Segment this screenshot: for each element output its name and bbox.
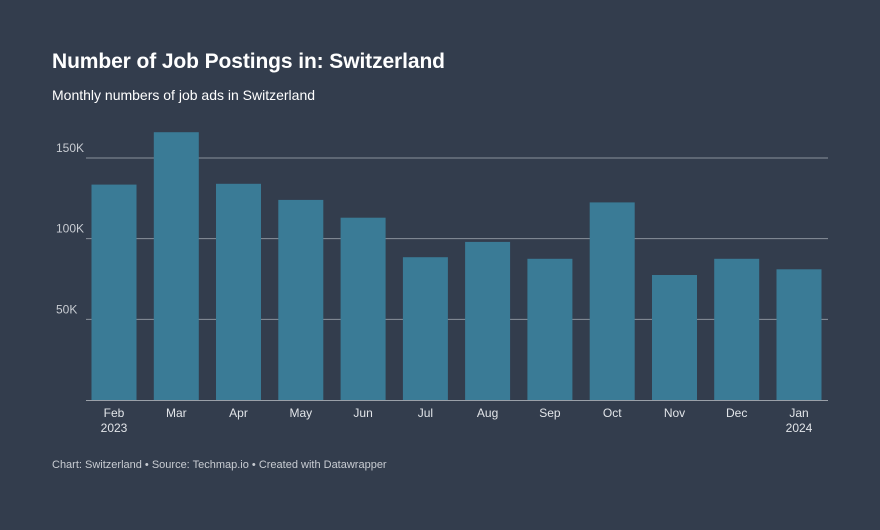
bar bbox=[340, 217, 386, 400]
x-tick-label: Jul bbox=[418, 406, 433, 420]
bars bbox=[91, 132, 822, 400]
y-tick-labels: 50K 100K 150K bbox=[56, 141, 84, 316]
y-tick-label: 50K bbox=[56, 302, 77, 316]
x-tick-label: Jan 2024 bbox=[786, 406, 813, 435]
x-tick-label: Feb 2023 bbox=[101, 406, 128, 435]
bar bbox=[278, 199, 324, 400]
x-tick-labels: Feb 2023 Mar Apr May Jun Jul Aug Sep Oct Nov Dec Jan… bbox=[101, 406, 813, 435]
x-tick-label: Dec bbox=[726, 406, 747, 420]
bar bbox=[776, 269, 822, 400]
bar bbox=[589, 202, 635, 400]
gridlines bbox=[86, 157, 828, 320]
chart-subtitle: Monthly numbers of job ads in Switzerlan… bbox=[52, 87, 316, 103]
bar bbox=[153, 132, 199, 400]
bar bbox=[402, 257, 448, 400]
x-tick-label: Aug bbox=[477, 406, 498, 420]
x-tick-label: Jun bbox=[353, 406, 372, 420]
x-tick-label: Nov bbox=[664, 406, 685, 420]
chart-footer: Chart: Switzerland • Source: Techmap.io … bbox=[52, 459, 387, 471]
bar bbox=[652, 275, 697, 400]
x-tick-label: Mar bbox=[166, 406, 187, 420]
x-tick-label: Oct bbox=[603, 406, 622, 420]
bar bbox=[91, 184, 137, 400]
chart-title: Number of Job Postings in: Switzerland bbox=[52, 50, 445, 73]
x-tick-label: May bbox=[289, 406, 312, 420]
bar bbox=[527, 258, 573, 400]
bar bbox=[465, 241, 511, 400]
bar bbox=[216, 183, 261, 400]
y-tick-label: 150K bbox=[56, 141, 84, 155]
bar bbox=[714, 258, 760, 400]
x-tick-label: Apr bbox=[229, 406, 248, 420]
x-tick-label: Sep bbox=[539, 406, 561, 420]
y-tick-label: 100K bbox=[56, 222, 84, 236]
